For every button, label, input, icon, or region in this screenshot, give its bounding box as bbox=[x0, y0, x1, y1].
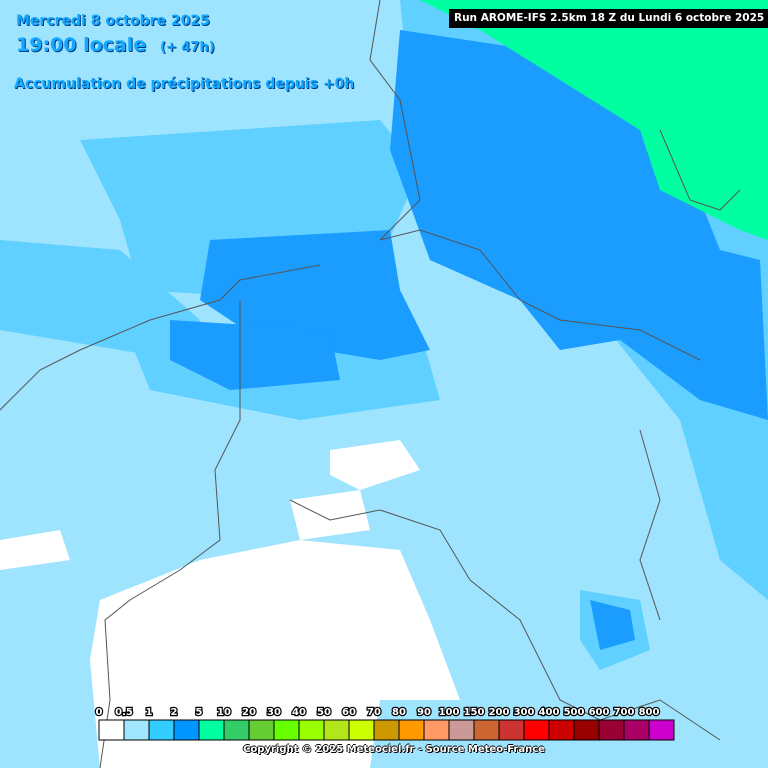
copyright: Copyright © 2025 Meteociel.fr - Source M… bbox=[243, 744, 545, 755]
no-rain bbox=[0, 440, 460, 768]
subtitle: Accumulation de précipitations depuis +0… bbox=[14, 76, 355, 92]
run-info: Run AROME-IFS 2.5km 18 Z du Lundi 6 octo… bbox=[449, 9, 768, 28]
offset: (+ 47h) bbox=[160, 40, 215, 55]
rain-moderate bbox=[170, 30, 768, 650]
borders bbox=[0, 0, 741, 768]
date: Mercredi 8 octobre 2025 bbox=[16, 13, 210, 29]
time: 19:00 locale bbox=[16, 34, 147, 56]
